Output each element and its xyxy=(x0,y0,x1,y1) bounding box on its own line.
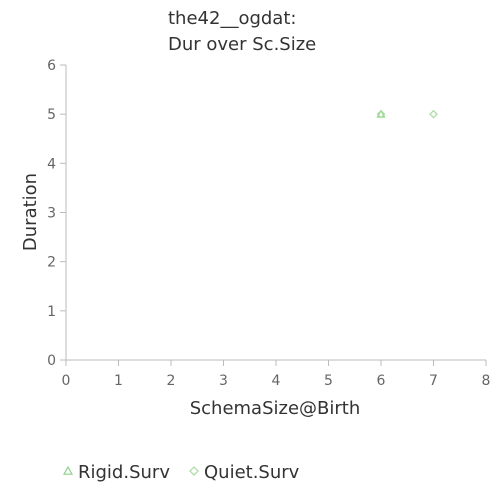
y-tick-label: 3 xyxy=(47,206,56,222)
x-tick-label: 2 xyxy=(167,373,176,389)
x-axis-label: SchemaSize@Birth xyxy=(190,398,361,419)
x-tick-label: 0 xyxy=(62,373,71,389)
y-tick-label: 0 xyxy=(47,353,56,369)
axes: 0 1 2 3 4 5 6 7 8 0 1 2 3 4 5 6 xyxy=(47,58,490,389)
diamond-point xyxy=(376,109,386,119)
x-tick-label: 8 xyxy=(482,373,491,389)
diamond-point xyxy=(429,109,438,119)
legend-label: Rigid.Surv xyxy=(78,462,170,483)
y-tick-label: 1 xyxy=(47,304,56,320)
x-tick-label: 1 xyxy=(114,373,123,389)
y-axis-label: Duration xyxy=(20,173,41,251)
y-tick-label: 6 xyxy=(47,58,56,74)
chart-title-line-1: the42__ogdat: xyxy=(168,8,296,29)
data-points xyxy=(376,109,438,119)
chart-title: the42__ogdat: Dur over Sc.Size xyxy=(168,8,316,55)
y-tick-label: 5 xyxy=(47,107,56,123)
x-tick-label: 7 xyxy=(429,373,438,389)
x-tick-label: 6 xyxy=(377,373,386,389)
legend-marker-triangle xyxy=(62,465,74,475)
x-tick-label: 3 xyxy=(219,373,228,389)
legend: Rigid.Surv Quiet.Surv xyxy=(62,462,300,483)
y-tick-label: 2 xyxy=(47,255,56,271)
legend-label: Quiet.Surv xyxy=(204,462,300,483)
x-tick-label: 5 xyxy=(324,373,333,389)
x-tick-label: 4 xyxy=(272,373,281,389)
legend-marker-diamond xyxy=(189,466,199,476)
y-tick-label: 4 xyxy=(47,156,56,172)
chart-title-line-2: Dur over Sc.Size xyxy=(168,34,316,55)
